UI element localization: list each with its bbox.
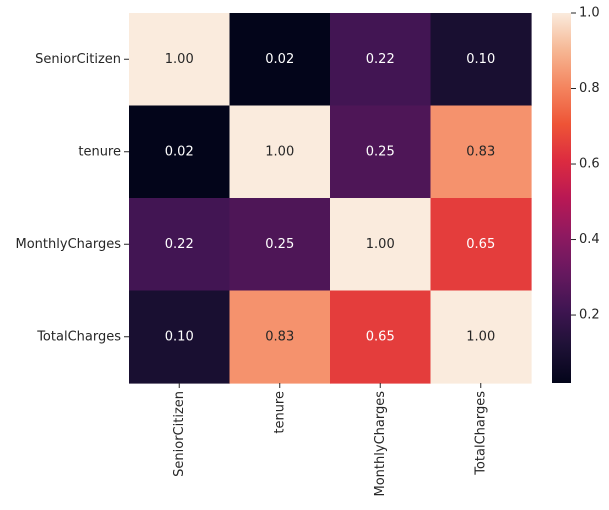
cell-value-r0-c1: 0.02 <box>265 52 294 67</box>
heatmap-cell-r2-c0 <box>129 198 231 292</box>
heatmap-cell-r1-c1 <box>229 105 331 199</box>
heatmap-cell-r2-c2 <box>330 198 432 292</box>
cell-value-r3-c2: 0.65 <box>366 329 395 344</box>
heatmap-cell-r0-c0 <box>129 13 231 107</box>
cell-value-r3-c1: 0.83 <box>265 329 294 344</box>
cell-value-r0-c0: 1.00 <box>165 52 194 67</box>
x-tick-label-3: TotalCharges <box>473 391 488 476</box>
heatmap-cell-r2-c1 <box>229 198 331 292</box>
heatmap-cell-r3-c2 <box>330 290 432 384</box>
cell-value-r1-c2: 0.25 <box>366 144 395 159</box>
cell-value-r2-c3: 0.65 <box>466 237 495 252</box>
y-tick-label-3: TotalCharges <box>36 329 121 344</box>
cell-value-r3-c0: 0.10 <box>165 329 194 344</box>
heatmap-cell-r2-c3 <box>430 198 532 292</box>
x-tick-label-2: MonthlyCharges <box>373 391 388 497</box>
colorbar-tick-label-4: 1.0 <box>579 6 600 21</box>
cell-value-r2-c0: 0.22 <box>165 237 194 252</box>
x-axis-ticks: SeniorCitizen tenure MonthlyCharges TotalCh… <box>172 383 488 497</box>
heatmap-cell-r3-c0 <box>129 290 231 384</box>
cell-value-r0-c3: 0.10 <box>466 52 495 67</box>
cell-value-r2-c2: 1.00 <box>366 237 395 252</box>
y-tick-label-0: SeniorCitizen <box>35 52 121 67</box>
heatmap-cell-r3-c3 <box>430 290 532 384</box>
y-tick-label-1: tenure <box>78 144 121 159</box>
colorbar-tick-label-2: 0.6 <box>579 157 600 172</box>
cell-value-r3-c3: 1.00 <box>466 329 495 344</box>
colorbar-tick-label-0: 0.2 <box>579 308 600 323</box>
heatmap-cell-r0-c1 <box>229 13 331 107</box>
heatmap-cell-r0-c3 <box>430 13 532 107</box>
heatmap-cell-r1-c0 <box>129 105 231 199</box>
colorbar: 0.2 0.4 0.6 0.8 1.0 <box>552 6 600 383</box>
colorbar-tick-label-1: 0.4 <box>579 232 600 247</box>
y-axis-ticks: SeniorCitizen tenure MonthlyCharges TotalCh… <box>16 52 129 344</box>
y-tick-label-2: MonthlyCharges <box>16 237 122 252</box>
colorbar-gradient <box>552 13 571 383</box>
heatmap-cell-r0-c2 <box>330 13 432 107</box>
cell-value-r1-c0: 0.02 <box>165 144 194 159</box>
heatmap-cell-labels: 1.00 0.02 0.22 0.10 0.02 1.00 0.25 0.83 0.22 0.25… <box>165 52 495 345</box>
heatmap-cells <box>129 13 532 384</box>
colorbar-tick-label-3: 0.8 <box>579 81 600 96</box>
cell-value-r2-c1: 0.25 <box>265 237 294 252</box>
x-tick-label-1: tenure <box>272 391 287 434</box>
cell-value-r0-c2: 0.22 <box>366 52 395 67</box>
heatmap-cell-r1-c3 <box>430 105 532 199</box>
heatmap-cell-r1-c2 <box>330 105 432 199</box>
x-tick-label-0: SeniorCitizen <box>172 391 187 477</box>
cell-value-r1-c1: 1.00 <box>265 144 294 159</box>
heatmap-cell-r3-c1 <box>229 290 331 384</box>
cell-value-r1-c3: 0.83 <box>466 144 495 159</box>
